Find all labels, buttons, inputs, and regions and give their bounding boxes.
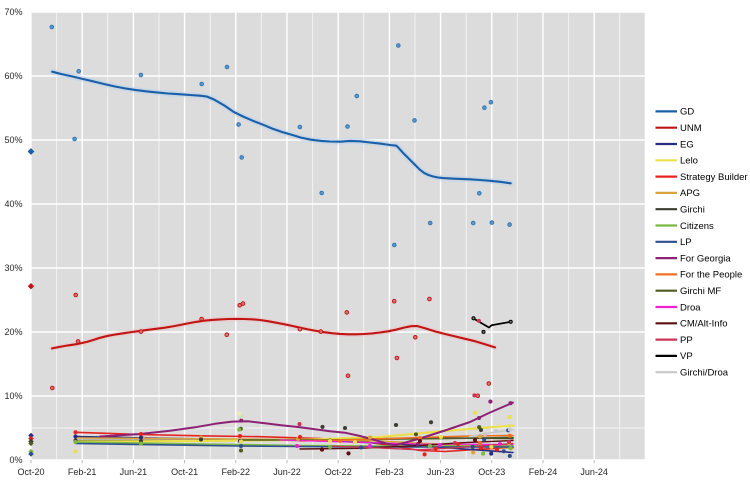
svg-text:Jun-22: Jun-22 (273, 467, 301, 477)
svg-text:EG: EG (680, 139, 694, 150)
svg-text:10%: 10% (4, 391, 22, 401)
svg-text:GD: GD (680, 107, 694, 118)
svg-text:20%: 20% (4, 327, 22, 337)
svg-text:For Georgia: For Georgia (680, 253, 731, 264)
svg-text:Oct-20: Oct-20 (17, 467, 44, 477)
svg-text:For the People: For the People (680, 270, 742, 281)
svg-text:Citizens: Citizens (680, 221, 714, 232)
svg-text:Jun-24: Jun-24 (580, 467, 608, 477)
svg-text:UNM: UNM (680, 123, 702, 134)
svg-text:30%: 30% (4, 263, 22, 273)
svg-text:Girchi MF: Girchi MF (680, 286, 721, 297)
svg-text:Oct-21: Oct-21 (171, 467, 198, 477)
svg-text:0%: 0% (9, 455, 22, 465)
svg-text:Girchi: Girchi (680, 205, 705, 216)
svg-text:Jun-21: Jun-21 (120, 467, 148, 477)
svg-text:Lelo: Lelo (680, 156, 698, 167)
svg-text:Feb-21: Feb-21 (68, 467, 97, 477)
svg-text:VP: VP (680, 351, 693, 362)
svg-text:Feb-24: Feb-24 (529, 467, 558, 477)
svg-text:Feb-22: Feb-22 (222, 467, 251, 477)
svg-text:PP: PP (680, 335, 693, 346)
svg-text:50%: 50% (4, 135, 22, 145)
svg-text:Strategy Builder: Strategy Builder (680, 172, 748, 183)
svg-text:APG: APG (680, 188, 700, 199)
svg-text:Jun-23: Jun-23 (427, 467, 455, 477)
svg-text:70%: 70% (4, 7, 22, 17)
svg-text:Feb-23: Feb-23 (375, 467, 404, 477)
svg-text:Oct-22: Oct-22 (325, 467, 352, 477)
svg-text:CM/Alt-Info: CM/Alt-Info (680, 319, 728, 330)
svg-text:Girchi/Droa: Girchi/Droa (680, 368, 729, 379)
svg-text:Droa: Droa (680, 302, 701, 313)
svg-text:40%: 40% (4, 199, 22, 209)
svg-text:Oct-23: Oct-23 (478, 467, 505, 477)
svg-text:60%: 60% (4, 71, 22, 81)
svg-text:LP: LP (680, 237, 692, 248)
